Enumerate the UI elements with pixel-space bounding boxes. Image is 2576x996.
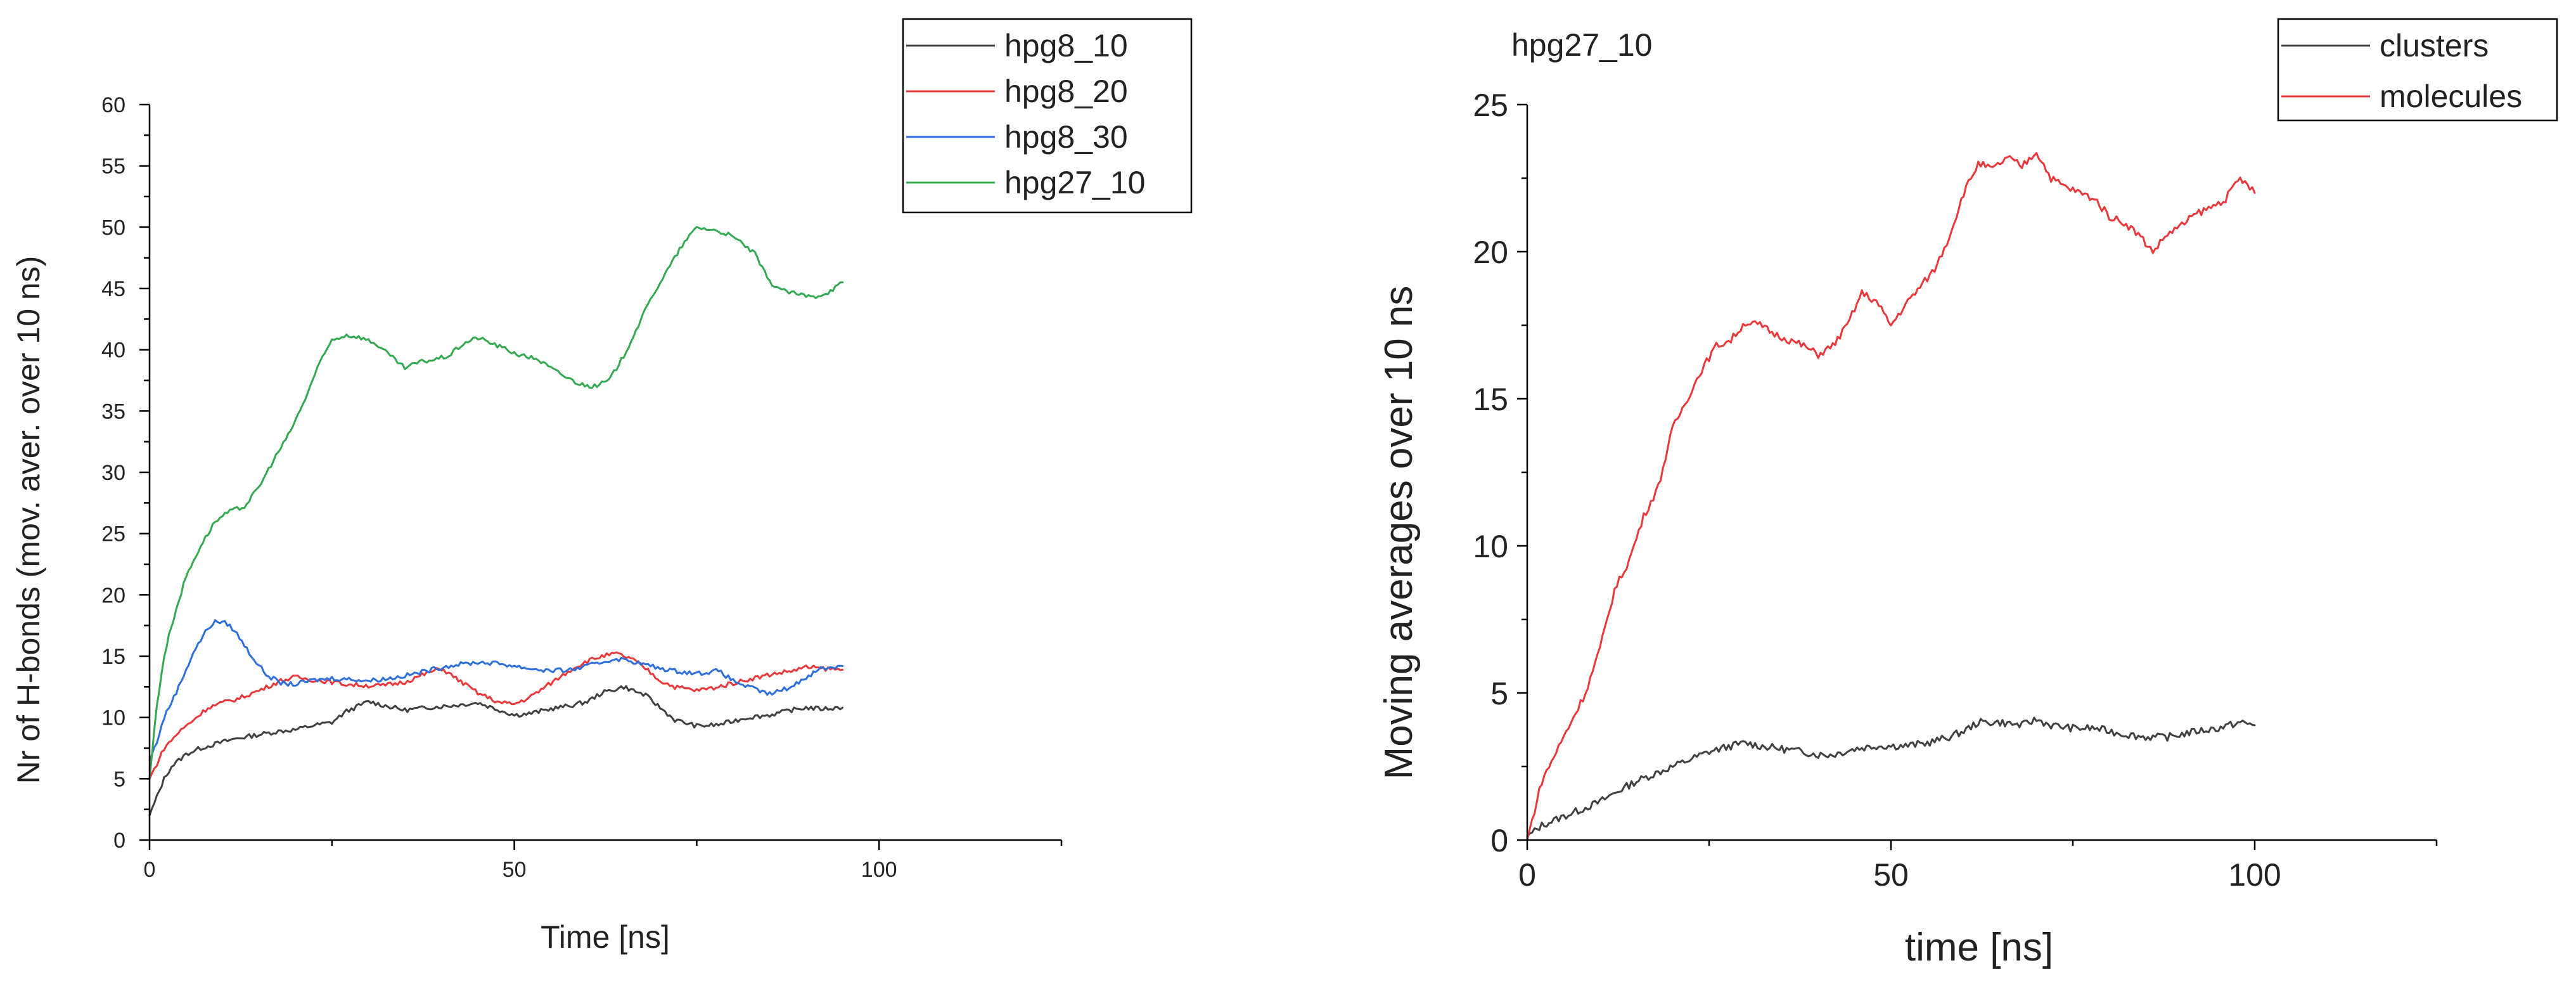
l-x-tick-label-0: 0 (144, 858, 156, 882)
r-legend-label-0: clusters (2380, 28, 2489, 63)
right-chart-title: hpg27_10 (1511, 27, 1652, 63)
r-x-tick-label-1: 50 (1873, 857, 1909, 893)
right-legend-box (2277, 18, 2558, 122)
l-y-tick-label-12: 60 (101, 93, 125, 117)
l-series-line-hpg8-20 (148, 651, 844, 780)
left-legend: hpg8_10 hpg8_20 hpg8_30 hpg27_10 (902, 18, 1193, 214)
r-y-tick-label-0: 0 (1490, 823, 1508, 858)
chart-right: hpg27_10 0 50 100 0 5 10 15 20 25 time [ns] Movi… (1377, 18, 2558, 969)
left-series-group (148, 226, 844, 817)
left-ticks-group: 0 50 100 0 5 10 15 20 25 30 35 40 45 50 55 60 (101, 93, 1063, 882)
l-legend-label-0: hpg8_10 (1004, 28, 1128, 63)
r-y-tick-label-5: 25 (1473, 87, 1508, 123)
l-y-tick-label-3: 15 (101, 645, 125, 669)
l-legend-label-2: hpg8_30 (1004, 119, 1128, 155)
r-y-tick-label-3: 15 (1473, 382, 1508, 417)
l-y-tick-label-5: 25 (101, 522, 125, 547)
l-y-tick-label-2: 10 (101, 706, 125, 730)
r-series-line-clusters (1526, 716, 2256, 838)
l-x-tick-label-2: 100 (861, 858, 897, 882)
left-x-axis-title: Time [ns] (541, 919, 670, 955)
r-y-tick-label-2: 10 (1473, 529, 1508, 564)
l-legend-label-1: hpg8_20 (1004, 74, 1128, 109)
r-x-tick-label-0: 0 (1518, 857, 1536, 893)
l-y-tick-label-0: 0 (113, 829, 125, 853)
right-ticks-group: 0 50 100 0 5 10 15 20 25 (1473, 87, 2438, 893)
r-x-tick-label-2: 100 (2228, 857, 2281, 893)
l-y-tick-label-6: 30 (101, 461, 125, 485)
right-chart-axes (1526, 105, 2437, 841)
l-series-line-hpg27-10 (148, 226, 844, 780)
r-y-tick-label-1: 5 (1490, 676, 1508, 711)
right-y-axis-title: Moving averages over 10 ns (1377, 286, 1421, 780)
l-x-tick-label-1: 50 (503, 858, 527, 882)
l-y-tick-label-1: 5 (113, 767, 125, 791)
r-series-line-molecules (1526, 152, 2256, 841)
r-legend-label-1: molecules (2380, 79, 2522, 114)
right-x-axis-title: time [ns] (1905, 926, 2053, 969)
l-y-tick-label-7: 35 (101, 399, 125, 424)
left-y-axis-title: Nr of H-bonds (mov. aver. over 10 ns) (11, 256, 46, 784)
l-y-tick-label-10: 50 (101, 216, 125, 240)
right-series-group (1526, 152, 2256, 841)
l-y-tick-label-11: 55 (101, 155, 125, 179)
chart-left: 0 50 100 0 5 10 15 20 25 30 35 40 45 50 55 60 Time [ns]… (11, 18, 1193, 955)
r-y-tick-label-4: 20 (1473, 235, 1508, 270)
l-y-tick-label-4: 20 (101, 583, 125, 607)
l-legend-label-3: hpg27_10 (1004, 165, 1145, 200)
left-legend-box (902, 18, 1193, 214)
l-y-tick-label-8: 40 (101, 339, 125, 363)
right-legend: clusters molecules (2277, 18, 2558, 122)
l-series-line-hpg8-30 (148, 619, 844, 761)
l-y-tick-label-9: 45 (101, 277, 125, 301)
l-series-line-hpg8-10 (148, 685, 844, 817)
